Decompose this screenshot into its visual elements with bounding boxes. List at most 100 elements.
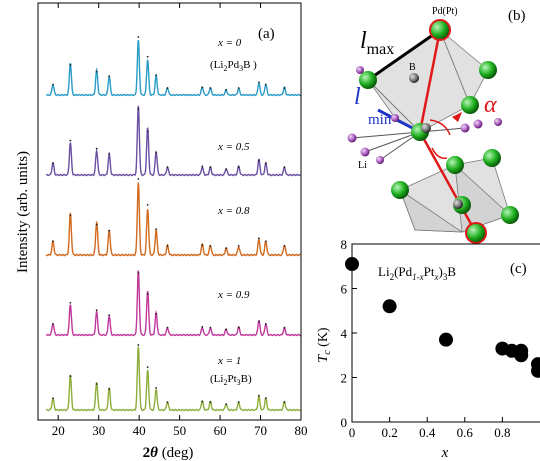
series-label-li2pd3b: (Li2Pd3B ): [210, 59, 257, 73]
tc-data-point: [382, 299, 397, 314]
xrd-peak-marker: [283, 166, 286, 168]
xrd-peak-marker: [95, 309, 98, 312]
xrd-trace: [46, 40, 301, 97]
series-label-li2pt3b: (Li2Pt3B): [210, 373, 252, 387]
xrd-peak-marker: [108, 75, 111, 78]
series-label-x08: x = 0.8: [217, 205, 250, 217]
octahedra-faces: [367, 29, 511, 233]
structure-panel: (b) Pd(Pt): [347, 6, 526, 244]
tc-y-axis-label: Tc (K): [316, 327, 333, 363]
xrd-peak-marker: [69, 63, 72, 66]
xrd-peak-marker: [166, 326, 169, 329]
lmin-sub-label: min: [368, 112, 392, 128]
xrd-peak-marker: [237, 87, 240, 89]
xrd-peak-marker: [95, 70, 98, 73]
pd-atom-label: Pd(Pt): [432, 6, 458, 17]
xrd-trace: [45, 270, 301, 337]
xrd-peak-marker: [237, 244, 240, 247]
xrd-y-axis-label: Intensity (arb. units): [15, 151, 31, 273]
xrd-peak-marker: [52, 240, 54, 243]
xrd-peak-marker: [137, 108, 140, 110]
xrd-peak-marker: [209, 401, 212, 404]
xrd-peak-marker: [201, 86, 204, 89]
xrd-peak-marker: [137, 178, 140, 180]
xrd-peak-marker: [69, 214, 72, 217]
xrd-panel: 20 30 40 50 60 70 80 (a) x = 0 (Li2Pd3B ) x = …: [15, 2, 308, 461]
xrd-peak-marker: [69, 375, 72, 378]
tc-y-tick-label: 4: [341, 326, 348, 341]
tc-data-point: [345, 257, 359, 272]
xrd-peak-marker: [283, 244, 286, 247]
xrd-peak-marker: [95, 383, 98, 385]
alpha-arc-lower: [431, 147, 448, 160]
series-label-x09: x = 0.9: [217, 289, 250, 301]
xrd-peak-marker: [209, 166, 212, 168]
xrd-peak-marker: [209, 87, 212, 89]
xrd-peak-marker: [137, 344, 140, 346]
xrd-peak-marker: [137, 272, 140, 274]
tc-x-tick-label: 0.6: [457, 425, 474, 440]
tc-y-tick-label: 8: [341, 237, 348, 252]
series-label-x05: x = 0.5: [217, 141, 250, 153]
alpha-arc-upper: [429, 119, 451, 136]
xrd-peak-marker: [146, 55, 149, 58]
li-atom-label: Li: [358, 160, 367, 171]
tc-y-tick-label: 2: [341, 371, 348, 386]
tc-x-axis-label: x: [441, 445, 449, 461]
alpha-label: α: [484, 92, 497, 118]
xrd-peak-marker: [237, 326, 240, 329]
xrd-peak-marker: [201, 400, 204, 403]
xrd-peak-marker: [155, 74, 158, 77]
xrd-x-tick-label: 50: [173, 423, 186, 438]
xrd-peak-marker: [155, 151, 158, 154]
xrd-peak-marker: [52, 397, 54, 400]
xrd-peak-marker: [146, 366, 149, 368]
tc-axes: 0 2 4 6 8 0 0.2 0.4 0.6 0.8: [341, 237, 511, 440]
xrd-peak-marker: [69, 301, 72, 304]
xrd-x-axis-label: 2θ (deg): [143, 445, 194, 461]
xrd-peak-marker: [155, 228, 158, 231]
xrd-x-tick-label: 20: [52, 423, 65, 438]
xrd-peak-marker: [258, 81, 260, 84]
xrd-peak-marker: [155, 387, 158, 389]
xrd-peak-marker: [155, 313, 158, 315]
xrd-peak-marker: [52, 322, 54, 325]
xrd-peak-marker: [264, 162, 267, 165]
xrd-traces: [45, 36, 301, 412]
series-label-x0: x = 0: [217, 37, 242, 49]
xrd-peak-marker: [225, 247, 228, 250]
xrd-peak-marker: [225, 88, 228, 91]
xrd-peak-marker: [108, 388, 111, 391]
panel-b-label: (b): [508, 8, 526, 24]
pd-chain-line: [418, 29, 442, 133]
b-atom-label: B: [409, 62, 416, 73]
xrd-peak-marker: [146, 293, 149, 295]
series-label-x1: x = 1: [217, 355, 241, 367]
xrd-x-tick-label: 30: [92, 423, 105, 438]
xrd-peak-marker: [264, 397, 267, 400]
xrd-peak-marker: [201, 165, 204, 168]
xrd-x-axis: 20 30 40 50 60 70 80: [52, 3, 308, 438]
xrd-trace: [45, 182, 301, 257]
xrd-peak-marker: [146, 130, 149, 133]
xrd-peak-marker: [264, 322, 267, 325]
lmax-bond: [367, 28, 441, 82]
xrd-peak-marker: [225, 403, 228, 406]
xrd-x-tick-label: 70: [254, 423, 267, 438]
xrd-peak-marker: [69, 139, 72, 142]
tc-x-tick-label: 0.4: [419, 425, 436, 440]
tc-panel: 0 2 4 6 8 0 0.2 0.4 0.6 0.8 (c) Li2(Pd1-xPtx)3B T…: [316, 237, 540, 461]
panel-c-label: (c): [510, 261, 527, 277]
xrd-x-tick-label: 80: [295, 423, 308, 438]
xrd-peak-marker: [225, 168, 228, 170]
xrd-peak-marker: [146, 203, 149, 206]
tc-x-tick-label: 0.8: [494, 425, 510, 440]
xrd-peak-marker: [95, 223, 98, 226]
xrd-peak-marker: [225, 328, 228, 331]
tc-y-tick-label: 6: [341, 282, 348, 297]
tc-formula: Li2(Pd1-xPtx)3B: [378, 264, 456, 282]
xrd-peak-marker: [258, 320, 260, 323]
xrd-peak-marker: [166, 244, 169, 247]
lmax-label: lmax: [360, 28, 394, 58]
